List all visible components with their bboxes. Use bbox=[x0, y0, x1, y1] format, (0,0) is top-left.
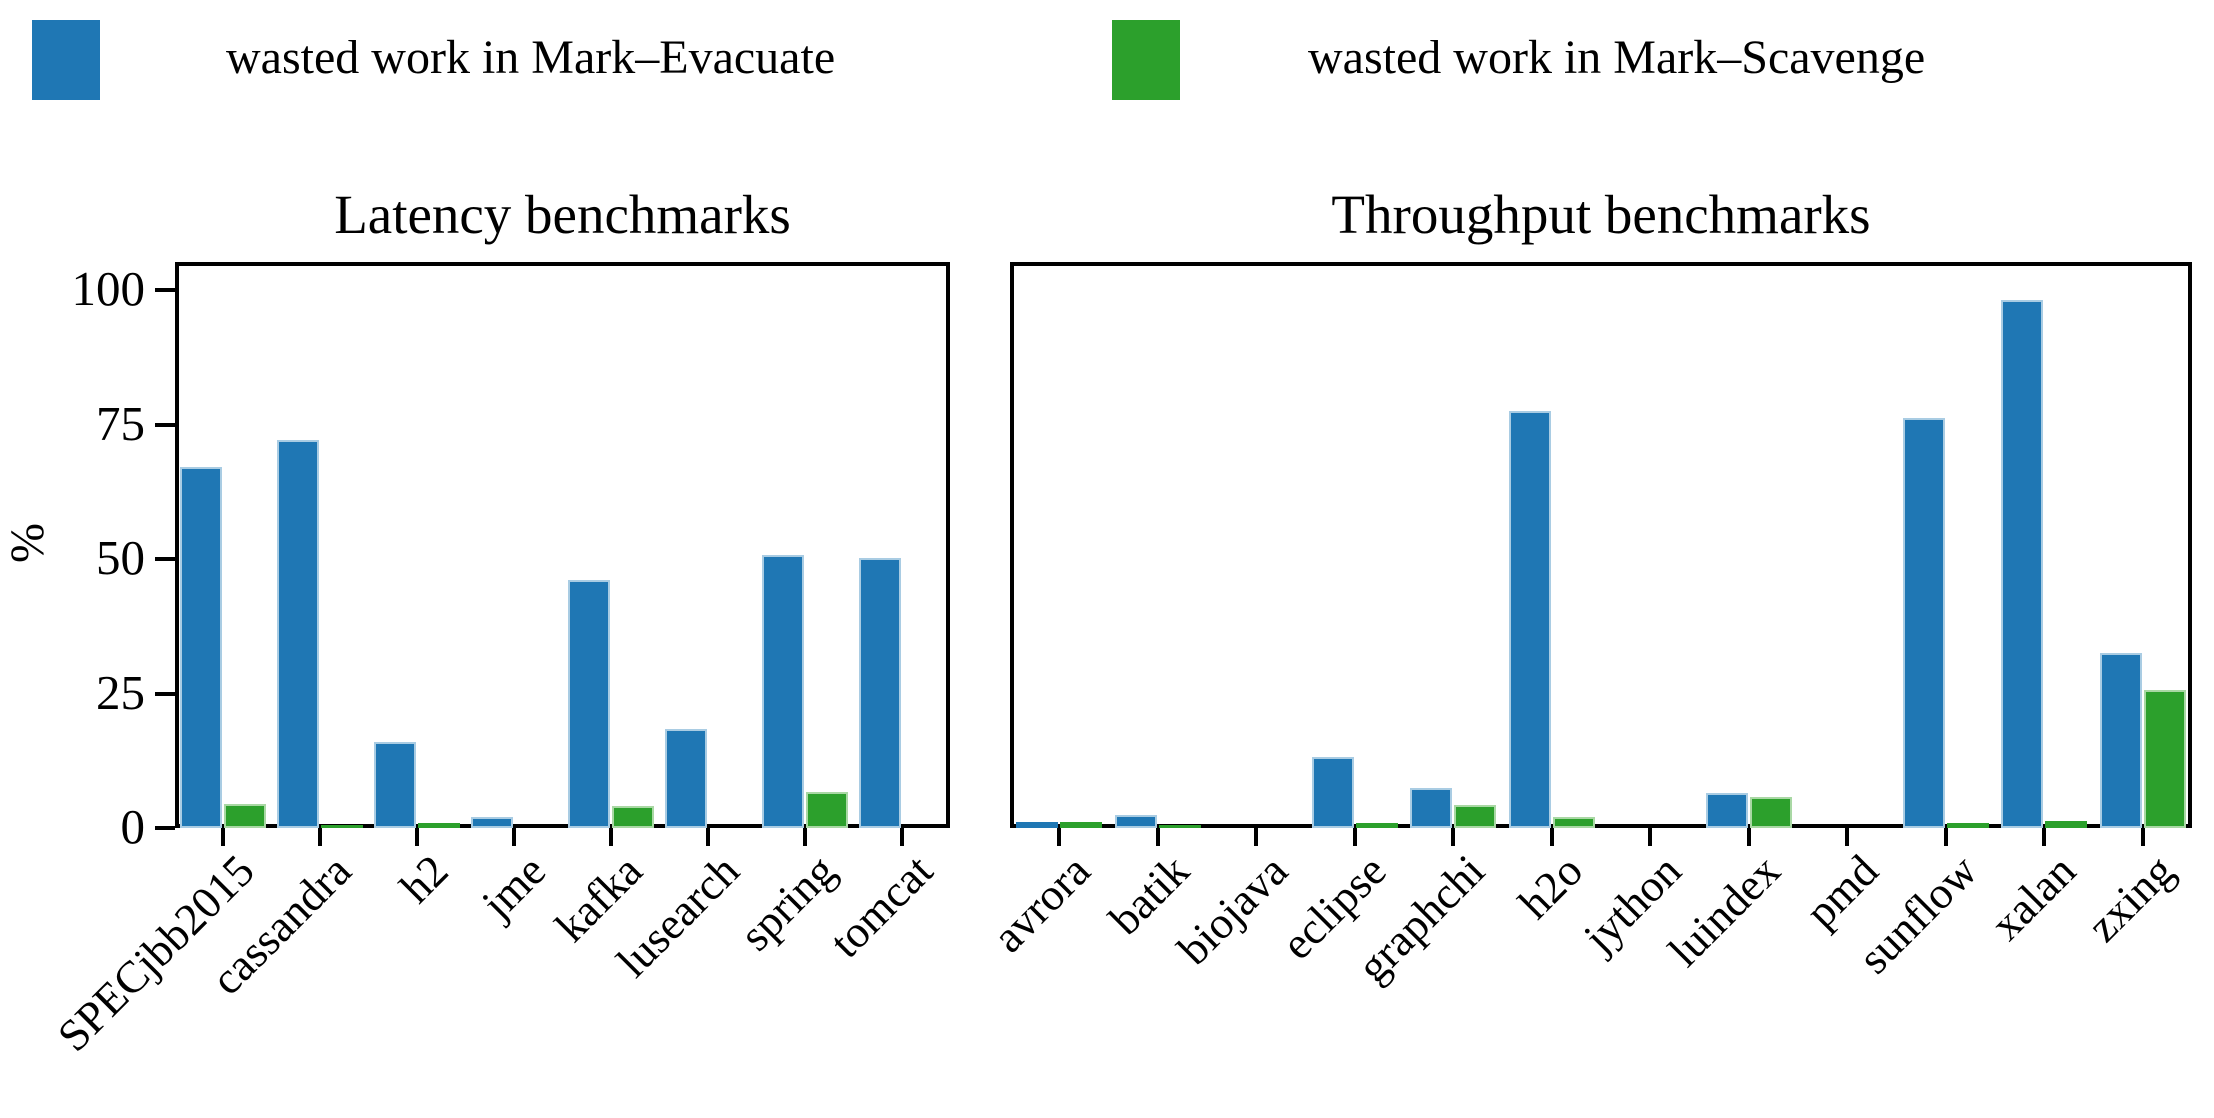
bar-latency-lusearch-mark-evacuate bbox=[664, 728, 707, 828]
bar-latency-tomcat-mark-evacuate bbox=[858, 557, 901, 828]
throughput-chart-title: Throughput benchmarks bbox=[1331, 184, 1871, 245]
y-tick-mark bbox=[155, 557, 175, 562]
y-tick-label: 100 bbox=[71, 261, 146, 317]
x-tick-mark bbox=[1943, 828, 1948, 846]
bar-throughput-avrora-mark-scavenge bbox=[1060, 822, 1103, 828]
x-tick-mark bbox=[1648, 828, 1653, 846]
bar-throughput-zxing-mark-scavenge bbox=[2143, 690, 2186, 828]
bar-throughput-eclipse-mark-evacuate bbox=[1311, 757, 1354, 828]
y-axis-label: % bbox=[0, 523, 54, 563]
x-tick-mark bbox=[221, 828, 226, 846]
bar-latency-kafka-mark-evacuate bbox=[567, 579, 610, 828]
x-tick-label-spring: spring bbox=[730, 845, 846, 961]
y-tick-mark bbox=[155, 826, 175, 830]
y-tick-label: 75 bbox=[96, 395, 145, 451]
bar-latency-cassandra-mark-scavenge bbox=[321, 824, 364, 828]
x-tick-label-h2: h2 bbox=[390, 845, 458, 913]
bar-throughput-avrora-mark-evacuate bbox=[1016, 821, 1059, 828]
y-tick-mark bbox=[155, 422, 175, 427]
bar-latency-SPECjbb2015-mark-scavenge bbox=[224, 803, 267, 828]
x-tick-label-h2o: h2o bbox=[1509, 845, 1593, 929]
y-tick-mark bbox=[155, 288, 175, 293]
bar-throughput-zxing-mark-evacuate bbox=[2099, 653, 2142, 828]
bar-throughput-graphchi-mark-scavenge bbox=[1454, 804, 1497, 828]
x-tick-label-xalan: xalan bbox=[1980, 845, 2085, 950]
x-tick-mark bbox=[2042, 828, 2047, 846]
bar-throughput-h2o-mark-evacuate bbox=[1508, 410, 1551, 828]
y-tick-label: 50 bbox=[96, 530, 145, 586]
x-tick-mark bbox=[1057, 828, 1062, 846]
x-tick-mark bbox=[1254, 828, 1259, 846]
x-tick-mark bbox=[899, 828, 904, 846]
bar-throughput-xalan-mark-evacuate bbox=[2001, 299, 2044, 828]
bar-throughput-luindex-mark-scavenge bbox=[1749, 796, 1792, 828]
x-tick-mark bbox=[1845, 828, 1850, 846]
x-tick-mark bbox=[608, 828, 613, 846]
x-tick-mark bbox=[415, 828, 420, 846]
bar-latency-h2-mark-scavenge bbox=[418, 823, 461, 828]
bar-latency-h2-mark-evacuate bbox=[374, 741, 417, 828]
bar-throughput-eclipse-mark-scavenge bbox=[1355, 822, 1398, 828]
bar-throughput-batik-mark-evacuate bbox=[1114, 815, 1157, 828]
x-tick-label-biojava: biojava bbox=[1167, 845, 1297, 975]
x-tick-label-luindex: luindex bbox=[1658, 845, 1790, 977]
x-tick-mark bbox=[2140, 828, 2145, 846]
bar-latency-jme-mark-evacuate bbox=[471, 816, 514, 828]
throughput-chart-plot-area bbox=[1010, 262, 2192, 828]
x-tick-mark bbox=[1155, 828, 1160, 846]
x-tick-mark bbox=[705, 828, 710, 846]
x-tick-mark bbox=[1549, 828, 1554, 846]
bar-throughput-xalan-mark-scavenge bbox=[2045, 821, 2088, 828]
x-tick-mark bbox=[802, 828, 807, 846]
x-tick-mark bbox=[318, 828, 323, 846]
bar-latency-cassandra-mark-evacuate bbox=[277, 439, 320, 828]
x-tick-label-tomcat: tomcat bbox=[820, 845, 943, 968]
bar-latency-spring-mark-evacuate bbox=[761, 554, 804, 828]
bar-latency-spring-mark-scavenge bbox=[805, 791, 848, 828]
latency-chart-title: Latency benchmarks bbox=[334, 184, 791, 245]
bar-throughput-luindex-mark-evacuate bbox=[1705, 792, 1748, 828]
x-tick-mark bbox=[1352, 828, 1357, 846]
bar-throughput-sunflow-mark-evacuate bbox=[1902, 417, 1945, 828]
bar-throughput-batik-mark-scavenge bbox=[1158, 824, 1201, 828]
x-tick-mark bbox=[512, 828, 517, 846]
x-tick-label-zxing: zxing bbox=[2077, 845, 2184, 952]
x-tick-mark bbox=[1746, 828, 1751, 846]
legend-swatch-mark-scavenge bbox=[1112, 20, 1180, 100]
x-tick-label-jme: jme bbox=[471, 845, 555, 929]
legend-label-mark-evacuate: wasted work in Mark–Evacuate bbox=[226, 31, 836, 84]
y-tick-mark bbox=[155, 691, 175, 696]
bar-latency-SPECjbb2015-mark-evacuate bbox=[180, 466, 223, 828]
bar-throughput-sunflow-mark-scavenge bbox=[1946, 822, 1989, 828]
y-tick-label: 0 bbox=[120, 799, 146, 854]
legend-swatch-mark-evacuate bbox=[32, 20, 100, 100]
bar-throughput-graphchi-mark-evacuate bbox=[1410, 788, 1453, 828]
bar-latency-kafka-mark-scavenge bbox=[611, 805, 654, 828]
x-tick-mark bbox=[1451, 828, 1456, 846]
bar-throughput-h2o-mark-scavenge bbox=[1552, 817, 1595, 828]
x-tick-label-avrora: avrora bbox=[983, 845, 1100, 962]
y-tick-label: 25 bbox=[96, 664, 145, 720]
legend-label-mark-scavenge: wasted work in Mark–Scavenge bbox=[1308, 31, 1926, 84]
